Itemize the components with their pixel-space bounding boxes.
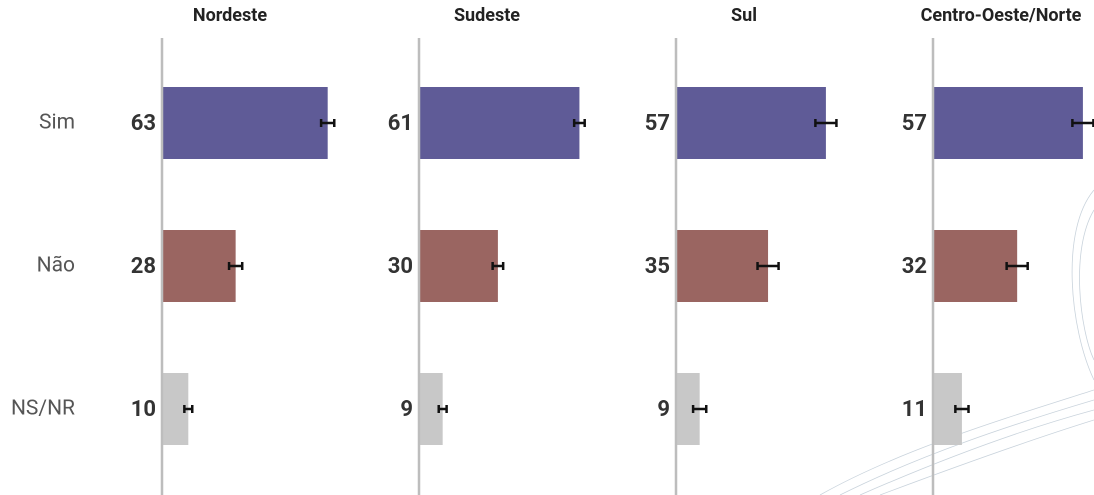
value-label: 63	[131, 111, 156, 136]
category-label: Não	[37, 254, 75, 278]
error-bar	[319, 119, 336, 127]
error-bar	[572, 119, 586, 127]
value-label: 30	[388, 254, 413, 279]
error-bar	[1005, 262, 1029, 270]
error-bar	[227, 262, 244, 270]
value-label: 28	[131, 254, 156, 279]
value-label: 9	[657, 397, 670, 422]
bar	[419, 87, 580, 159]
value-label: 11	[902, 397, 927, 422]
error-bar	[491, 262, 505, 270]
panel-title: Sul	[731, 5, 757, 26]
value-label: 9	[400, 397, 413, 422]
panel-title: Nordeste	[193, 5, 267, 26]
bar	[162, 230, 236, 302]
bar	[419, 373, 443, 445]
value-label: 32	[902, 254, 927, 279]
error-bar	[756, 262, 780, 270]
value-label: 35	[645, 254, 670, 279]
error-bar	[954, 405, 970, 413]
panel-title: Centro-Oeste/Norte	[921, 5, 1082, 26]
value-label: 57	[645, 111, 670, 136]
value-label: 61	[388, 111, 413, 136]
panel-title: Sudeste	[454, 5, 520, 26]
value-label: 10	[131, 397, 156, 422]
category-label: NS/NR	[11, 397, 75, 421]
error-bar	[183, 405, 194, 413]
bar	[676, 373, 700, 445]
error-bar	[691, 405, 708, 413]
bar	[162, 87, 328, 159]
bar	[933, 87, 1083, 159]
bar	[676, 87, 826, 159]
error-bar	[1071, 119, 1094, 127]
value-label: 57	[902, 111, 927, 136]
bar	[676, 230, 769, 302]
bar	[419, 230, 498, 302]
bar	[933, 230, 1018, 302]
error-bar	[437, 405, 448, 413]
decoration	[819, 189, 1094, 495]
category-label: Sim	[39, 111, 75, 135]
error-bar	[814, 119, 838, 127]
